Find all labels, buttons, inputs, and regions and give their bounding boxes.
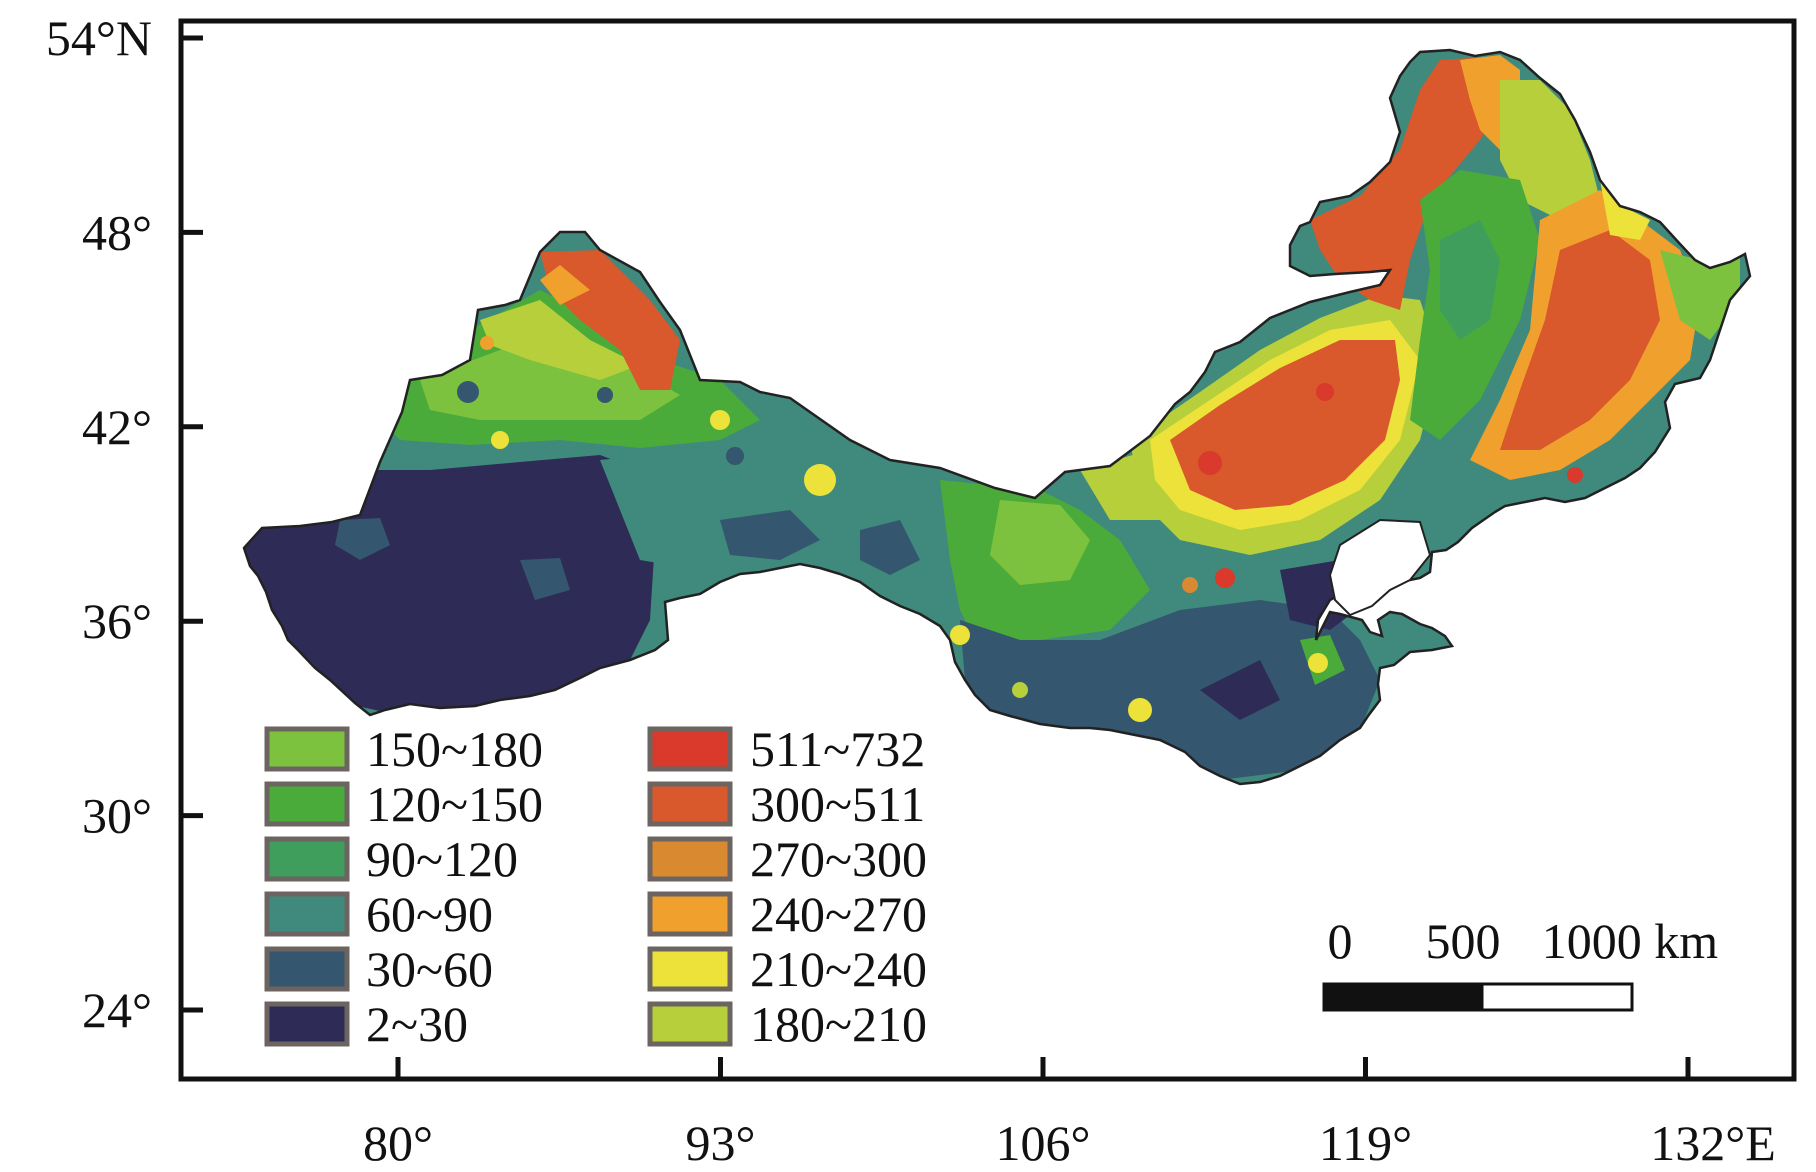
legend-item: 2~30: [264, 996, 468, 1052]
legend-label: 210~240: [750, 941, 927, 997]
legend-label: 270~300: [750, 831, 927, 887]
legend-label: 150~180: [366, 721, 543, 777]
lat-tick-label: 42°: [82, 399, 152, 455]
longitude-axis: 80° 93° 106° 119° 132°E: [363, 1057, 1776, 1171]
legend-item: 240~270: [647, 886, 927, 942]
legend-item: 30~60: [264, 941, 493, 997]
legend-label: 300~511: [750, 776, 925, 832]
legend-label: 240~270: [750, 886, 927, 942]
legend-label: 180~210: [750, 996, 927, 1052]
legend-item: 150~180: [264, 721, 543, 777]
lat-tick-label: 48°: [82, 204, 152, 260]
legend-item: 180~210: [647, 996, 927, 1052]
lat-tick-label: 24°: [82, 982, 152, 1038]
legend-item: 60~90: [264, 886, 493, 942]
legend-label: 90~120: [366, 831, 518, 887]
legend-item: 270~300: [647, 831, 927, 887]
legend-label: 120~150: [366, 776, 543, 832]
latitude-axis: 54°N 48° 42° 36° 30° 24°: [46, 10, 203, 1038]
legend-label: 2~30: [366, 996, 468, 1052]
scale-bar: 0 500 1000 km: [1322, 913, 1719, 1012]
legend-right: 511~732 300~511 270~300 240~270 210~240 …: [647, 721, 927, 1052]
region-choropleth: [244, 50, 1750, 784]
lon-tick-label: 80°: [363, 1115, 433, 1171]
bohai-sea: [1328, 518, 1432, 617]
lat-tick-label: 36°: [82, 593, 152, 649]
scale-segment-white: [1480, 982, 1634, 1012]
region-outline: [242, 48, 1752, 786]
scale-label-0: 0: [1328, 913, 1353, 969]
legend-label: 30~60: [366, 941, 493, 997]
legend-label: 60~90: [366, 886, 493, 942]
scale-label-500: 500: [1426, 913, 1501, 969]
legend-item: 210~240: [647, 941, 927, 997]
legend-item: 511~732: [647, 721, 925, 777]
scale-label-1000km: 1000 km: [1542, 913, 1719, 969]
lon-tick-label: 119°: [1319, 1115, 1412, 1171]
legend-label: 511~732: [750, 721, 925, 777]
map-frame: [178, 18, 1797, 1082]
lat-tick-label: 54°N: [46, 10, 152, 66]
legend-item: 120~150: [264, 776, 543, 832]
lon-tick-label: 106°: [996, 1115, 1091, 1171]
lon-tick-label: 132°E: [1650, 1115, 1776, 1171]
legend-item: 90~120: [264, 831, 518, 887]
legend-left: 150~180 120~150 90~120 60~90 30~60 2~30: [264, 721, 543, 1052]
scale-segment-black: [1322, 982, 1484, 1012]
lat-tick-label: 30°: [82, 788, 152, 844]
lon-tick-label: 93°: [686, 1115, 756, 1171]
zone-2-30-west: [244, 455, 655, 720]
legend-item: 300~511: [647, 776, 925, 832]
